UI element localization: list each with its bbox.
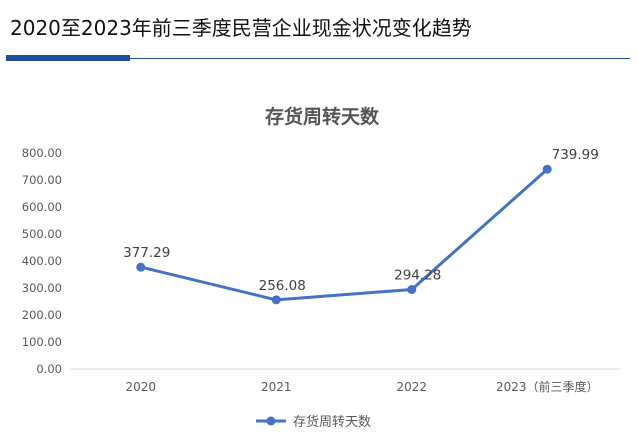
y-tick-label: 400.00 — [22, 254, 62, 268]
data-labels: 377.29 256.08 294.28 739.99 — [123, 147, 599, 294]
data-point — [542, 164, 552, 174]
chart-title: 存货周转天数 — [265, 105, 380, 128]
x-tick-label: 2023（前三季度） — [496, 379, 599, 394]
data-label: 739.99 — [552, 147, 599, 163]
y-tick-label: 500.00 — [22, 227, 62, 241]
legend-marker — [266, 416, 276, 426]
x-tick-label: 2021 — [261, 380, 292, 394]
legend-label: 存货周转天数 — [293, 414, 371, 430]
y-axis: 0.00 100.00 200.00 300.00 400.00 500.00 600.00… — [22, 146, 62, 376]
series-points — [136, 164, 552, 305]
series-line — [140, 168, 549, 302]
y-tick-label: 700.00 — [22, 173, 62, 187]
data-point — [136, 262, 146, 272]
data-label: 294.28 — [394, 268, 441, 284]
data-label: 256.08 — [259, 278, 306, 294]
y-tick-label: 300.00 — [22, 281, 62, 295]
title-underline — [6, 58, 630, 59]
x-tick-label: 2020 — [125, 380, 156, 394]
data-point — [407, 285, 417, 295]
page-title: 2020至2023年前三季度民营企业现金状况变化趋势 — [10, 16, 472, 40]
data-point — [271, 295, 281, 305]
y-tick-label: 800.00 — [22, 146, 62, 160]
y-tick-label: 600.00 — [22, 200, 62, 214]
y-tick-label: 0.00 — [36, 362, 62, 376]
legend: 存货周转天数 — [256, 414, 371, 430]
y-tick-label: 100.00 — [22, 335, 62, 349]
x-axis: 2020 2021 2022 2023（前三季度） — [125, 379, 598, 394]
title-underline-accent — [6, 55, 130, 61]
data-label: 377.29 — [123, 245, 170, 261]
y-tick-label: 200.00 — [22, 308, 62, 322]
x-tick-label: 2022 — [396, 380, 427, 394]
